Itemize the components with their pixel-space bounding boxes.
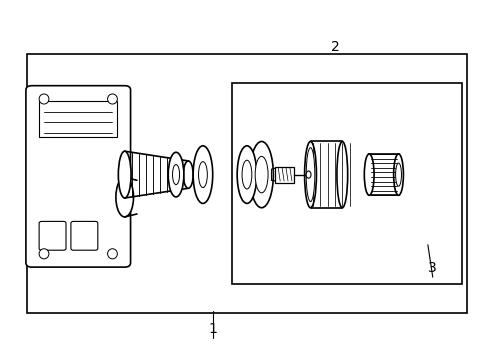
Ellipse shape (255, 156, 267, 193)
Ellipse shape (393, 154, 403, 195)
Ellipse shape (116, 177, 133, 217)
Text: 1: 1 (208, 323, 217, 336)
Ellipse shape (193, 146, 212, 203)
FancyBboxPatch shape (71, 221, 98, 250)
Ellipse shape (39, 249, 49, 259)
Text: 3: 3 (427, 261, 436, 275)
Ellipse shape (364, 154, 373, 195)
Bar (368, 154, 398, 195)
Ellipse shape (172, 165, 179, 185)
Ellipse shape (118, 151, 131, 198)
Bar (39, 101, 117, 137)
Ellipse shape (336, 141, 347, 208)
FancyBboxPatch shape (26, 86, 130, 267)
Ellipse shape (249, 141, 273, 208)
Bar (275, 167, 293, 183)
Ellipse shape (198, 162, 207, 188)
Ellipse shape (305, 148, 314, 202)
Ellipse shape (395, 163, 401, 186)
FancyBboxPatch shape (39, 221, 66, 250)
Text: 2: 2 (330, 40, 339, 54)
Ellipse shape (304, 141, 316, 208)
Ellipse shape (305, 171, 310, 178)
Ellipse shape (242, 160, 251, 189)
Bar (27, 54, 466, 313)
Ellipse shape (168, 152, 183, 197)
Ellipse shape (39, 94, 49, 104)
Ellipse shape (107, 94, 117, 104)
Bar (232, 83, 461, 284)
Ellipse shape (237, 146, 256, 203)
Ellipse shape (183, 161, 193, 188)
Ellipse shape (107, 249, 117, 259)
